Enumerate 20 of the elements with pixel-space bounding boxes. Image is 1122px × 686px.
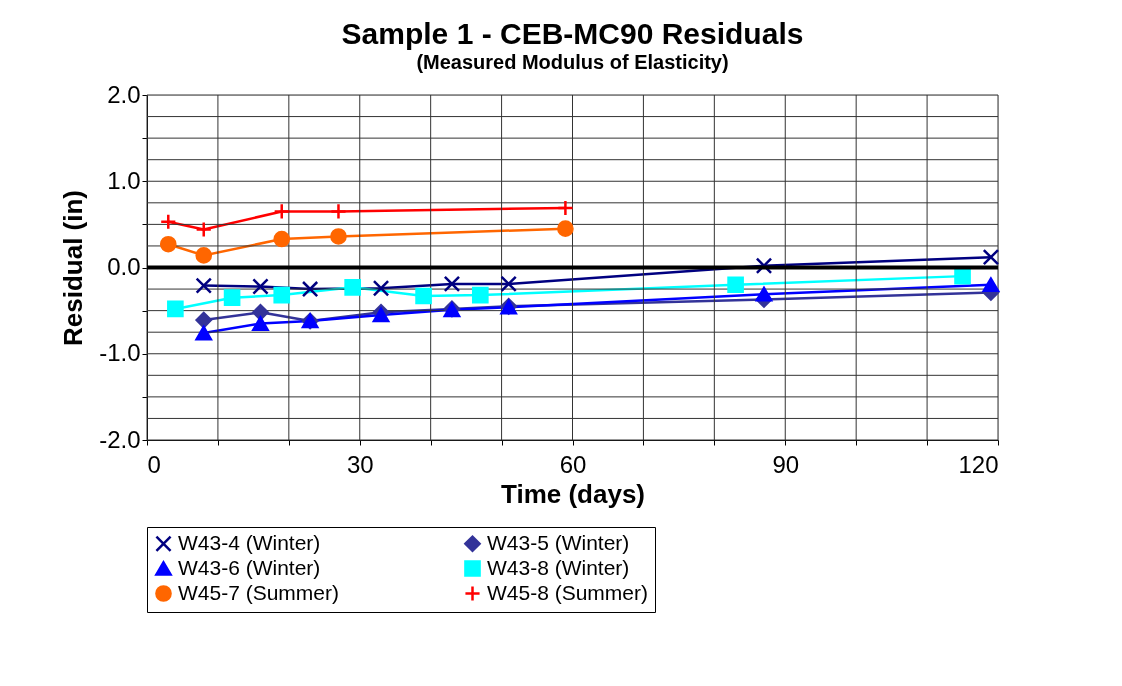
x-tick-label: 0 xyxy=(147,450,161,478)
y-tick-label: -1.0 xyxy=(99,339,141,367)
legend-label: W43-8 (Winter) xyxy=(487,555,630,579)
x-tick-label: 120 xyxy=(958,450,999,478)
legend-label: W43-6 (Winter) xyxy=(178,555,321,579)
y-tick-label: 1.0 xyxy=(107,166,141,194)
legend-label: W45-7 (Summer) xyxy=(178,580,340,604)
x-tick-label: 90 xyxy=(772,450,800,478)
y-tick-label: 2.0 xyxy=(107,80,141,108)
y-tick-label: -2.0 xyxy=(99,425,141,453)
y-tick-label: 0.0 xyxy=(107,253,141,280)
legend-label: W43-4 (Winter) xyxy=(178,530,321,554)
x-tick-label: 30 xyxy=(346,450,374,478)
legend-label: W43-5 (Winter) xyxy=(487,530,630,554)
chart-subtitle: (Measured Modulus of Elasticity) xyxy=(416,51,729,73)
x-axis-title: Time (days) xyxy=(500,478,646,509)
y-axis-title: Residual (in) xyxy=(58,189,89,347)
chart-title: Sample 1 - CEB-MC90 Residuals xyxy=(341,17,804,50)
legend-label: W45-8 (Summer) xyxy=(487,580,649,604)
x-tick-label: 60 xyxy=(559,450,587,478)
